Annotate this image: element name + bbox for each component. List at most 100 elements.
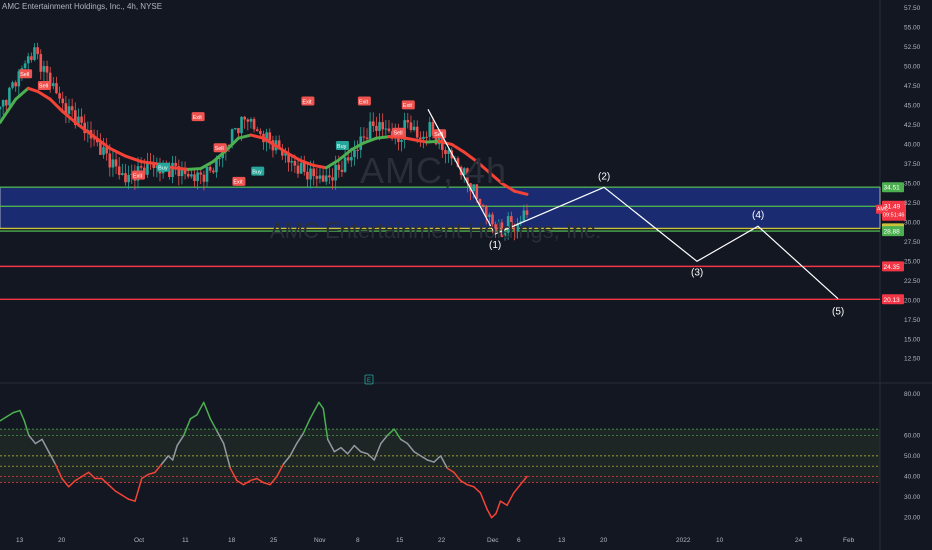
candle-body [513, 228, 516, 232]
moving-average-segment [475, 160, 491, 174]
candle-body [368, 121, 372, 139]
moving-average-segment [487, 170, 504, 185]
rsi-line-segment [47, 451, 57, 465]
price-axis-tick: 15.00 [904, 336, 921, 343]
candle-body [296, 165, 300, 174]
signal-tag-label: Sell [434, 132, 443, 138]
candle-body [456, 158, 460, 167]
moving-average-segment [61, 110, 80, 127]
rsi-line-segment [426, 459, 435, 463]
candle-body [177, 166, 181, 177]
candle-body [36, 47, 39, 55]
rsi-line-segment [12, 409, 21, 414]
rsi-line-segment [54, 463, 63, 480]
signal-tag-label: Buy [337, 144, 347, 150]
watermark-symbol: AMC, 4h [360, 150, 508, 191]
candle-body [33, 47, 36, 60]
candle-body [353, 149, 356, 158]
candle-body [130, 173, 134, 175]
candle-body [378, 122, 381, 131]
candle-body [199, 172, 203, 175]
rsi-line-segment [439, 455, 449, 469]
price-axis-tick: 55.00 [904, 24, 921, 31]
moving-average-segment [262, 136, 278, 148]
moving-average-segment [123, 154, 143, 164]
signal-tag-bg [251, 166, 265, 176]
signal-tag-label: Exit [302, 99, 312, 105]
candle-body [193, 174, 196, 182]
moving-average-segment [287, 152, 303, 163]
signal-tag-label: Exit [359, 99, 369, 105]
rsi-line-segment [127, 498, 136, 502]
candle-body [321, 175, 325, 182]
rsi-line-segment [147, 471, 156, 476]
signal-tag-bg [19, 69, 33, 79]
rsi-line-segment [473, 486, 482, 494]
price-axis-tick: 35.00 [904, 180, 921, 187]
candle-body [259, 131, 262, 134]
candle-body [218, 158, 221, 160]
level-price-label: 28.88 [884, 229, 901, 236]
signal-tag-label: Sell [20, 72, 29, 78]
candle-body [503, 232, 507, 237]
candle-body [340, 169, 344, 172]
rsi-line-segment [216, 430, 225, 445]
time-axis-tick: Oct [134, 537, 144, 544]
candle-body [70, 106, 74, 111]
rsi-line-segment [406, 442, 415, 453]
candle-body [431, 122, 435, 136]
wave-label: (5) [832, 307, 844, 318]
earnings-marker-label: E [367, 378, 371, 384]
candle-body [387, 128, 391, 132]
rsi-line-segment [202, 401, 212, 420]
candle-body [409, 122, 413, 131]
signal-tag-bg [335, 140, 349, 150]
candle-body [171, 162, 174, 178]
time-axis-tick: 24 [795, 537, 803, 544]
moving-average-segment [324, 158, 341, 170]
candle-body [208, 166, 212, 171]
rsi-line-segment [373, 442, 382, 461]
candle-body [415, 126, 419, 138]
moving-average-segment [387, 135, 404, 139]
candle-body [230, 129, 234, 146]
level-price-label-bg [882, 294, 904, 305]
time-axis-tick: 18 [228, 537, 236, 544]
candle-body [215, 158, 218, 173]
moving-average-segment [274, 144, 291, 156]
candle-body [146, 161, 149, 175]
current-price-value: 31.49 [884, 204, 901, 211]
candle-body [11, 82, 14, 88]
rsi-line-segment [519, 475, 528, 486]
rsi-line-segment [81, 471, 90, 478]
rsi-line-segment [154, 463, 163, 474]
rsi-line-segment [74, 475, 83, 482]
moving-average-segment [139, 160, 159, 166]
level-price-label: 24.35 [884, 264, 901, 271]
candle-body [412, 126, 416, 131]
rsi-line-segment [0, 416, 8, 422]
price-axis-tick: 12.50 [904, 356, 921, 363]
rsi-line-segment [479, 492, 488, 511]
candle-body [375, 125, 378, 131]
price-axis-tick: 50.00 [904, 63, 921, 70]
time-axis-tick: 25 [270, 537, 278, 544]
candle-body [67, 106, 71, 114]
rsi-line-segment [433, 455, 442, 463]
signal-tag-label: Sell [39, 84, 48, 90]
signal-tag-bg [357, 96, 371, 106]
candle-body [299, 162, 303, 174]
moving-average-segment [48, 97, 65, 114]
time-axis-tick: Nov [314, 537, 326, 544]
candle-body [422, 136, 425, 139]
candle-body [180, 167, 184, 177]
rsi-line-segment [400, 438, 409, 445]
candle-body [277, 140, 281, 150]
candle-body [174, 162, 177, 167]
moving-average-segment [36, 89, 52, 101]
candle-body [462, 168, 466, 176]
price-axis-tick: 17.50 [904, 317, 921, 324]
candle-body [205, 166, 209, 182]
rsi-line-segment [276, 463, 285, 478]
